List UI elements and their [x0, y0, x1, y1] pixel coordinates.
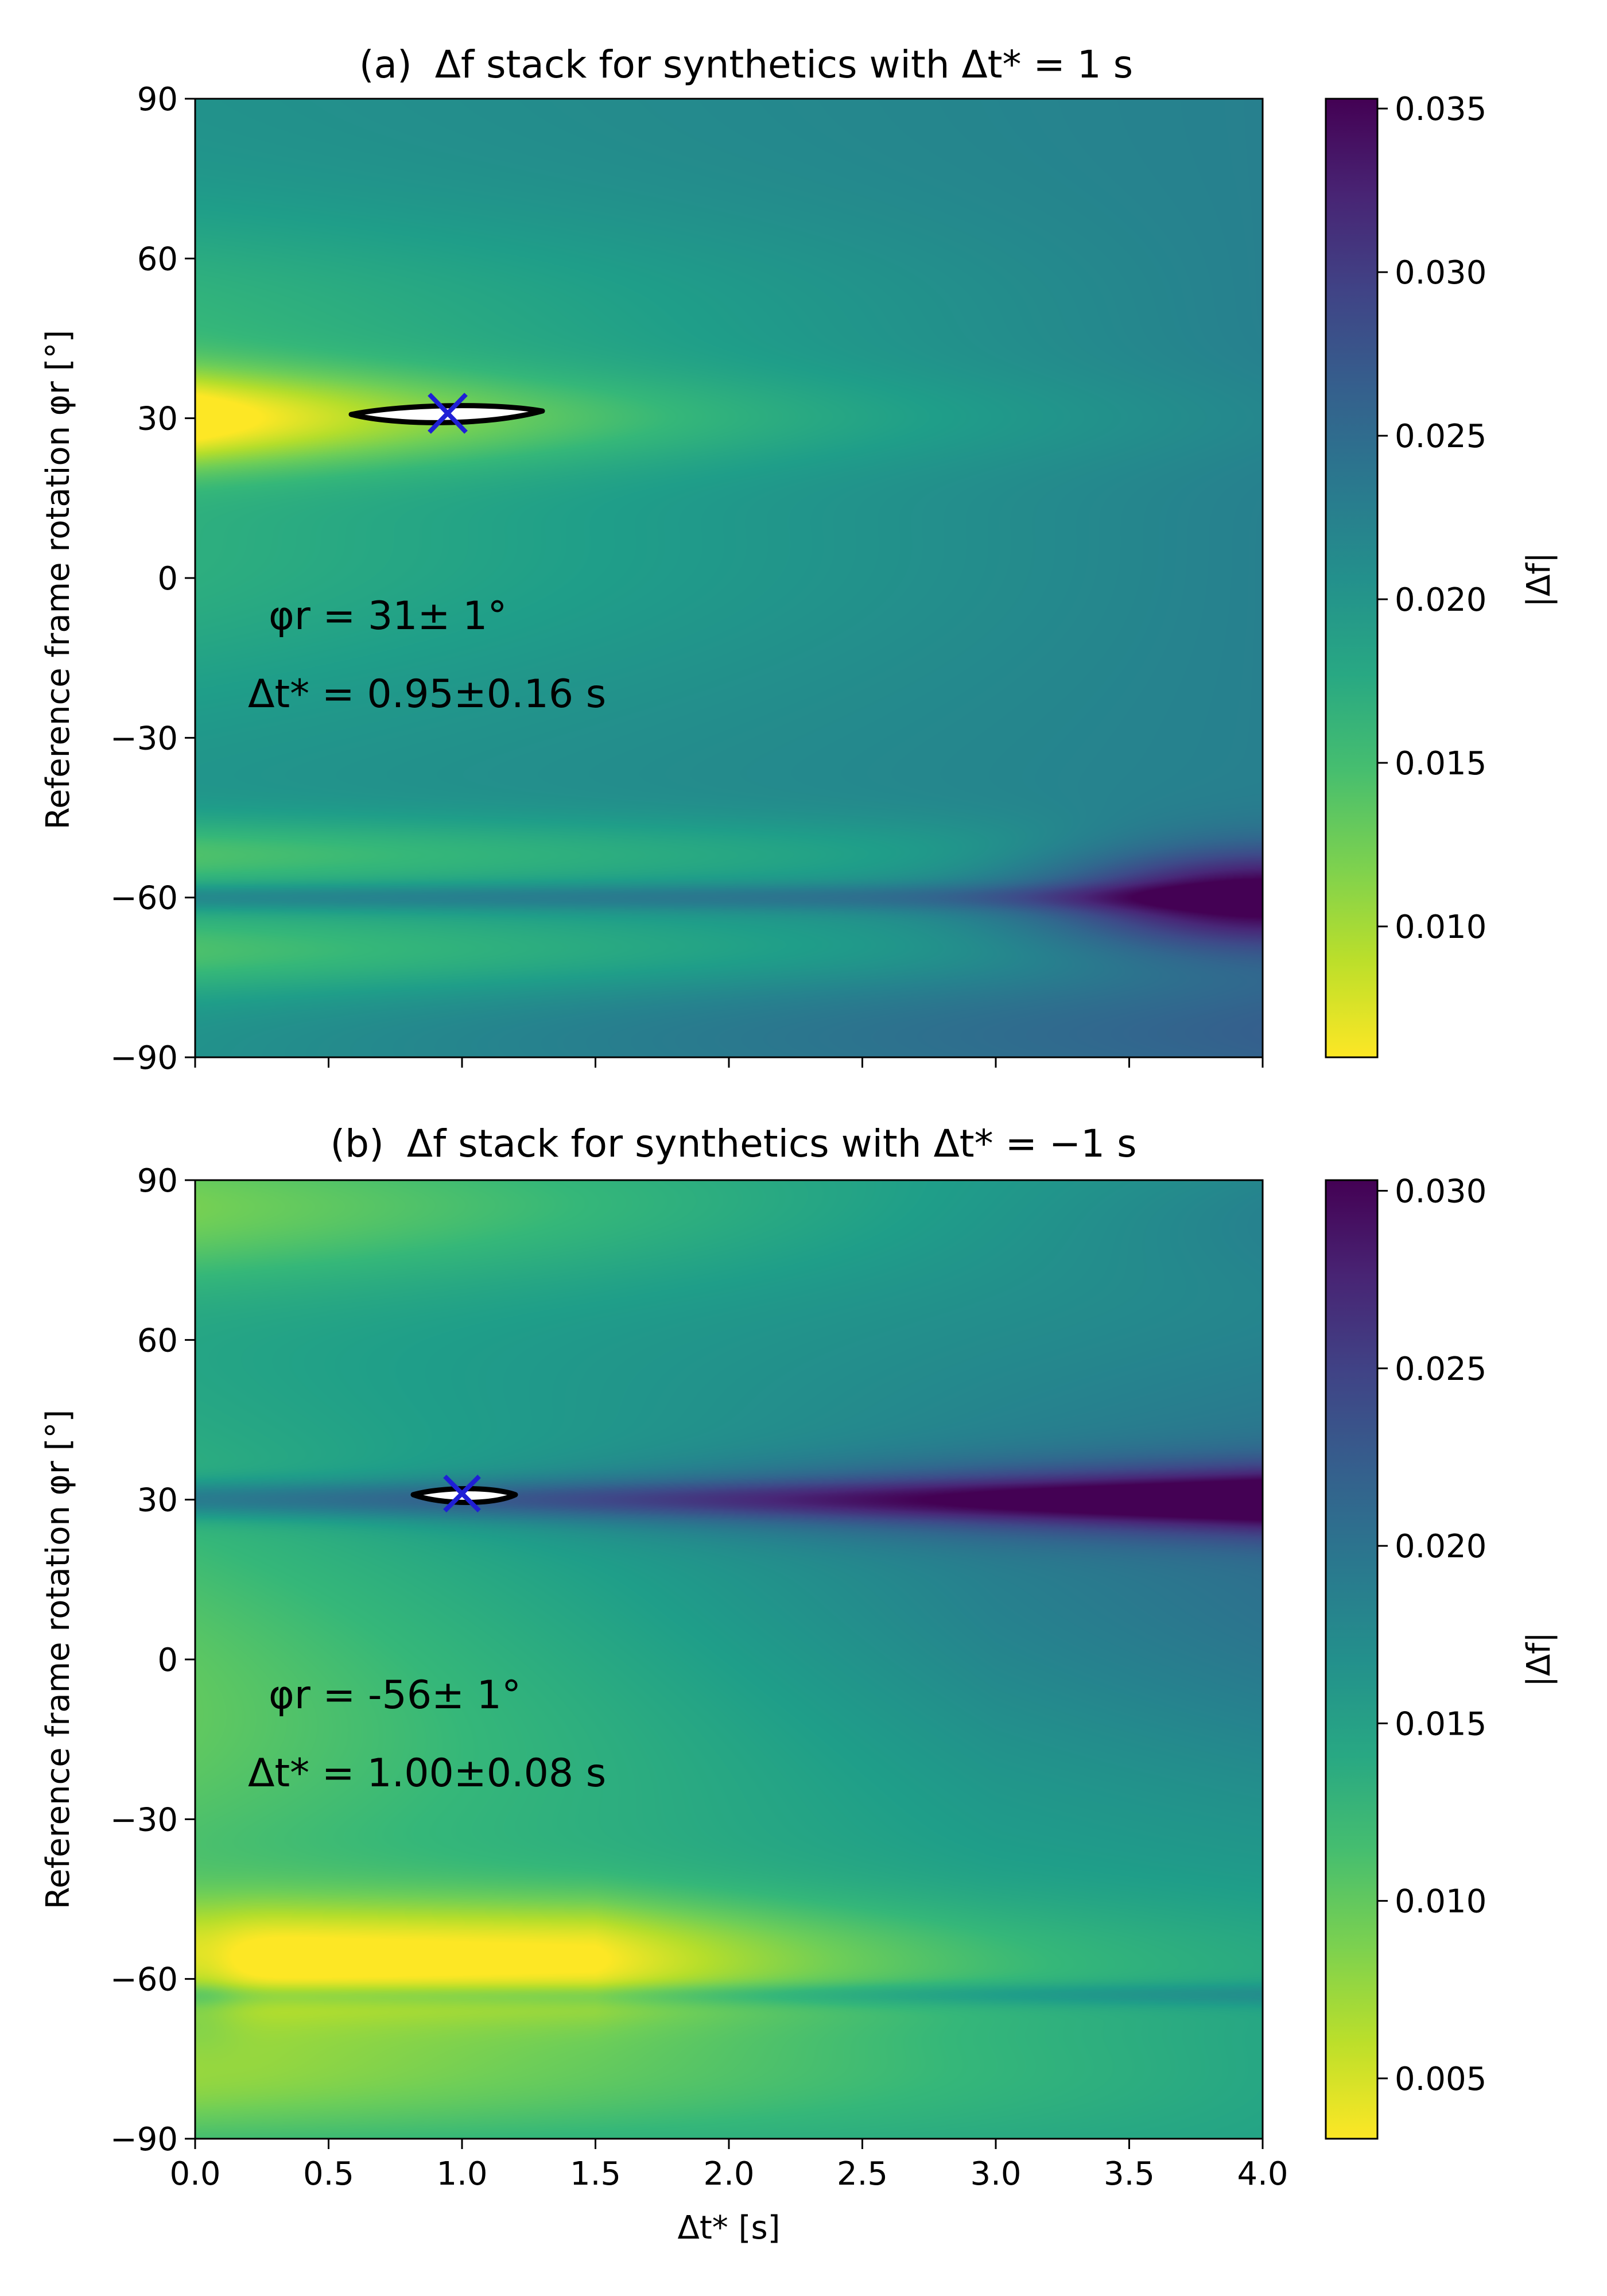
panel-a-ticks: 90 60 30 0 −30 −60 −90: [110, 81, 1264, 1077]
panel-a-colorbar-ticks: 0.035 0.030 0.025 0.020 0.015 0.010: [1377, 91, 1486, 946]
panel-b-x-tick-label: 3.0: [970, 2155, 1021, 2193]
panel-b-colorbar-gradient: [1325, 1179, 1379, 2140]
panel-b-x-tick-label: 2.5: [837, 2155, 888, 2193]
panel-a-y-tick-label: −30: [110, 720, 178, 757]
panel-a-y-tick-label: 90: [137, 81, 178, 118]
panel-a: (a) Δf stack for synthetics with Δt* = 1 …: [40, 42, 1558, 1077]
panel-b-colorbar-tick-label: 0.015: [1395, 1705, 1486, 1743]
panel-a-y-axis-label: Reference frame rotation φr [°]: [40, 330, 77, 830]
panel-a-colorbar-tick-label: 0.015: [1395, 745, 1486, 782]
panel-b-y-tick-label: 30: [137, 1482, 178, 1519]
panel-a-colorbar-tick-label: 0.020: [1395, 581, 1486, 619]
panel-b-dt-annotation: Δt* = 1.00±0.08 s: [248, 1751, 606, 1796]
panel-b-colorbar-tick-label: 0.005: [1395, 2061, 1486, 2098]
panel-b-marker: [443, 1475, 481, 1512]
panel-a-heatmap: [195, 99, 1263, 1057]
panel-b-y-axis-label: Reference frame rotation φr [°]: [40, 1410, 77, 1910]
panel-a-colorbar-tick-label: 0.035: [1395, 91, 1486, 128]
panel-a-colorbar-gradient: [1325, 98, 1379, 1058]
panel-b-colorbar-tick-label: 0.020: [1395, 1528, 1486, 1565]
panel-b-heatmap-canvas: [195, 1180, 1263, 2139]
panel-b-ticks: 90 60 30 0 −30 −60 −900.0 0.5 1.0 1.5 2.0 2.5 3.0 3.5…: [110, 1162, 1288, 2193]
panel-b-x-axis-label: Δt* [s]: [678, 2209, 781, 2247]
panel-a-phi-annotation: φr = 31± 1°: [269, 594, 507, 639]
panel-a-y-tick-label: 0: [157, 560, 178, 598]
panel-b-y-tick-label: 90: [137, 1162, 178, 1200]
panel-b-phi-annotation: φr = -56± 1°: [269, 1673, 521, 1718]
panel-a-dt-annotation: Δt* = 0.95±0.16 s: [248, 672, 606, 717]
panel-a-y-tick-label: −60: [110, 880, 178, 917]
panel-b-x-tick-label: 1.0: [436, 2155, 487, 2193]
panel-a-marker: [428, 393, 468, 434]
panel-b-heatmap: [195, 1180, 1263, 2139]
panel-b-y-tick-label: 60: [137, 1322, 178, 1359]
panel-a-y-tick-label: 60: [137, 241, 178, 278]
panel-b-y-tick-label: 0: [157, 1642, 178, 1679]
panel-b-x-tick-label: 0.5: [303, 2155, 354, 2193]
panel-b-y-tick-label: −60: [110, 1961, 178, 1999]
panel-b-colorbar-label: |Δf|: [1520, 1632, 1558, 1687]
panel-a-title: (a) Δf stack for synthetics with Δt* = 1 …: [359, 42, 1133, 87]
panel-a-colorbar: 0.035 0.030 0.025 0.020 0.015 0.010 |Δf|: [1325, 91, 1558, 1058]
panel-b-x-tick-label: 3.5: [1104, 2155, 1155, 2193]
panel-b-colorbar-tick-label: 0.025: [1395, 1351, 1486, 1388]
panel-b: (b) Δf stack for synthetics with Δt* = −1…: [40, 1122, 1558, 2247]
panel-b-x-tick-label: 2.0: [703, 2155, 754, 2193]
panel-b-colorbar-tick-label: 0.010: [1395, 1883, 1486, 1921]
panel-b-marker-stroke-2: [443, 1475, 481, 1512]
panel-a-marker-stroke-2: [428, 393, 468, 434]
panel-b-colorbar: 0.030 0.025 0.020 0.015 0.010 0.005 |Δf|: [1325, 1173, 1558, 2140]
panel-a-y-tick-label: 30: [137, 401, 178, 438]
panel-b-x-tick-label: 1.5: [570, 2155, 621, 2193]
panel-b-y-tick-label: −90: [110, 2121, 178, 2158]
panel-a-y-tick-label: −90: [110, 1040, 178, 1077]
panel-b-colorbar-ticks: 0.030 0.025 0.020 0.015 0.010 0.005: [1377, 1173, 1486, 2098]
panel-b-colorbar-tick-label: 0.030: [1395, 1173, 1486, 1211]
panel-b-title: (b) Δf stack for synthetics with Δt* = −1…: [330, 1122, 1136, 1166]
panel-a-colorbar-label: |Δf|: [1520, 552, 1558, 607]
panel-b-x-tick-label: 4.0: [1237, 2155, 1288, 2193]
panel-a-heatmap-canvas: [195, 99, 1263, 1057]
panel-b-y-tick-label: −30: [110, 1801, 178, 1839]
panel-a-colorbar-tick-label: 0.010: [1395, 909, 1486, 946]
panel-a-colorbar-tick-label: 0.025: [1395, 418, 1486, 455]
panel-a-colorbar-tick-label: 0.030: [1395, 254, 1486, 292]
panel-b-x-tick-label: 0.0: [169, 2155, 220, 2193]
